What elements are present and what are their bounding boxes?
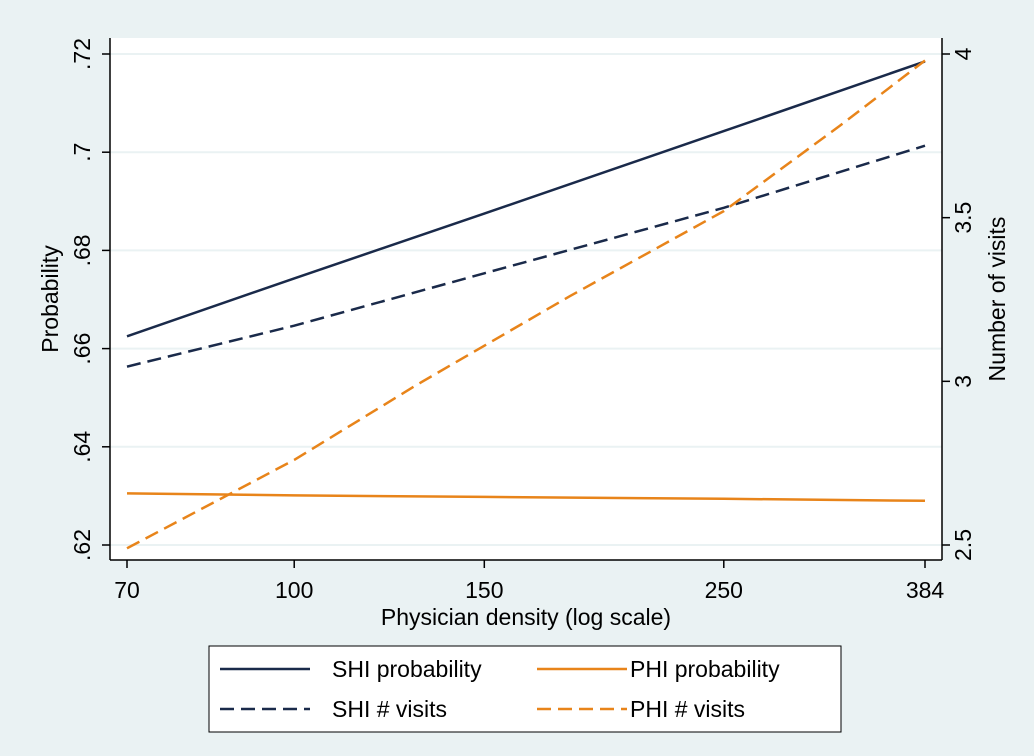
legend-box xyxy=(208,645,842,733)
y-right-tick-label-3: 4 xyxy=(950,47,976,60)
legend-label-phi-probability: PHI probability xyxy=(630,656,780,682)
y-right-tick-label-2: 3.5 xyxy=(950,202,976,234)
legend-entries: SHI probability PHI probability SHI # visi… xyxy=(220,656,780,722)
series-lines xyxy=(126,59,926,550)
legend: SHI probability PHI probability SHI # visi… xyxy=(208,645,842,733)
x-axis-title: Physician density (log scale) xyxy=(381,604,671,630)
plot-area xyxy=(110,38,942,560)
x-tick-label-2: 150 xyxy=(465,577,503,603)
series-line-shi-probability xyxy=(126,60,926,338)
y-left-tick-label-3: .68 xyxy=(69,234,95,266)
series-line-phi-probability xyxy=(126,492,926,503)
legend-label-shi-probability: SHI probability xyxy=(332,656,482,682)
x-tick-label-0: 70 xyxy=(114,577,140,603)
axes: 70 100 150 250 384 .62 .64 .66 .68 .7 .72 2.5 3 3.5 4 xyxy=(69,38,976,603)
y-axis-left-title: Probability xyxy=(37,245,63,353)
x-tick-label-1: 100 xyxy=(275,577,313,603)
series-line-shi-visits xyxy=(126,144,926,368)
y-left-tick-label-0: .62 xyxy=(69,529,95,561)
y-right-tick-label-0: 2.5 xyxy=(950,529,976,561)
grid-lines xyxy=(110,53,942,546)
y-left-tick-label-5: .72 xyxy=(69,38,95,70)
x-tick-label-4: 384 xyxy=(906,577,945,603)
y-left-tick-label-1: .64 xyxy=(69,431,95,463)
legend-label-phi-visits: PHI # visits xyxy=(630,696,745,722)
y-left-tick-label-4: .7 xyxy=(69,143,95,162)
y-right-tick-label-1: 3 xyxy=(950,375,976,388)
series-line-phi-visits xyxy=(126,59,926,550)
y-axis-right-title: Number of visits xyxy=(984,217,1010,382)
legend-label-shi-visits: SHI # visits xyxy=(332,696,447,722)
y-left-tick-label-2: .66 xyxy=(69,333,95,365)
x-tick-label-3: 250 xyxy=(705,577,743,603)
